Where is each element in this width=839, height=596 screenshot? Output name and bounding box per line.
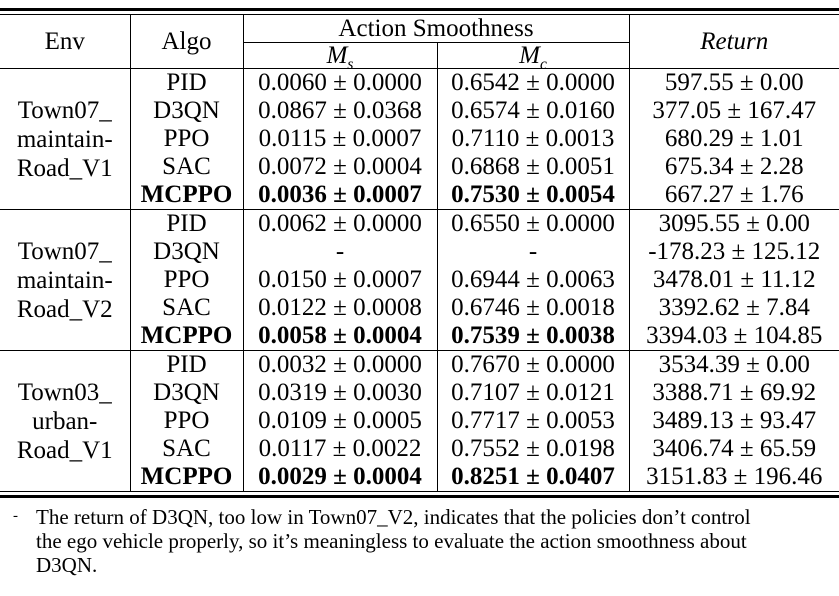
column-header-return: Return <box>629 14 839 69</box>
return-cell: 667.27 ± 1.76 <box>664 181 804 208</box>
return-cell: 377.05 ± 167.47 <box>652 97 817 124</box>
table-row: SAC 0.0072 ± 0.0004 0.6868 ± 0.0051 675.… <box>0 153 839 181</box>
table-row: D3QN 0.0319 ± 0.0030 0.7107 ± 0.0121 338… <box>0 379 839 407</box>
mc-cell: 0.7670 ± 0.0000 <box>437 350 630 379</box>
return-cell: 3406.74 ± 65.59 <box>652 435 817 462</box>
ms-cell: 0.0036 ± 0.0007 <box>243 181 438 210</box>
column-header-env: Env <box>0 14 131 69</box>
ms-cell: 0.0060 ± 0.0000 <box>243 68 438 97</box>
mc-cell: 0.7539 ± 0.0038 <box>437 322 630 351</box>
return-cell: -178.23 ± 125.12 <box>648 238 821 265</box>
column-header-mc: Mc <box>437 42 630 69</box>
return-cell: 3151.83 ± 196.46 <box>646 463 823 490</box>
ms-cell: - <box>243 238 438 266</box>
table-row: MCPPO 0.0029 ± 0.0004 0.8251 ± 0.0407 31… <box>0 463 839 492</box>
return-cell: 3394.03 ± 104.85 <box>646 322 823 349</box>
ms-cell: 0.0062 ± 0.0000 <box>243 209 438 238</box>
ms-cell: 0.0058 ± 0.0004 <box>243 322 438 351</box>
mc-cell: 0.6574 ± 0.0160 <box>437 97 630 125</box>
footnote-marker: - <box>13 508 18 524</box>
algo-cell: PPO <box>129 266 244 294</box>
algo-cell: PID <box>129 209 244 238</box>
mc-cell: 0.7717 ± 0.0053 <box>437 407 630 435</box>
footnote-line: D3QN. <box>36 553 98 577</box>
mc-cell: 0.8251 ± 0.0407 <box>437 463 630 492</box>
ms-cell: 0.0032 ± 0.0000 <box>243 350 438 379</box>
algo-cell: PID <box>129 350 244 379</box>
ms-cell: 0.0867 ± 0.0368 <box>243 97 438 125</box>
algo-cell: PID <box>129 68 244 97</box>
table-row: MCPPO 0.0058 ± 0.0004 0.7539 ± 0.0038 33… <box>0 322 839 351</box>
env-cell: Town07_ maintain- Road_V2 <box>0 209 131 351</box>
mc-cell: 0.6868 ± 0.0051 <box>437 153 630 181</box>
mc-cell: 0.7110 ± 0.0013 <box>437 125 630 153</box>
mc-cell: 0.6746 ± 0.0018 <box>437 294 630 322</box>
return-cell: 597.55 ± 0.00 <box>664 69 804 96</box>
return-cell: 680.29 ± 1.01 <box>664 125 804 152</box>
column-header-algo: Algo <box>129 14 244 69</box>
mc-cell: 0.6550 ± 0.0000 <box>437 209 630 238</box>
mc-cell: 0.7530 ± 0.0054 <box>437 181 630 210</box>
table-row: MCPPO 0.0036 ± 0.0007 0.7530 ± 0.0054 66… <box>0 181 839 210</box>
header-row-2: Ms Mc <box>0 42 839 69</box>
algo-cell: D3QN <box>129 238 244 266</box>
table-row: Town07_ maintain- Road_V1 PID 0.0060 ± 0… <box>0 68 839 210</box>
algo-cell: PPO <box>129 407 244 435</box>
results-table: Env Algo Action Smoothness Return Ms Mc … <box>0 14 839 492</box>
algo-cell: D3QN <box>129 97 244 125</box>
ms-cell: 0.0319 ± 0.0030 <box>243 379 438 407</box>
return-label: Return <box>700 28 769 55</box>
results-table-wrapper: Env Algo Action Smoothness Return Ms Mc … <box>0 8 839 498</box>
table-row: Town03_ urban- Road_V1 PID 0.0032 ± 0.00… <box>0 350 839 492</box>
ms-cell: 0.0117 ± 0.0022 <box>243 435 438 463</box>
ms-cell: 0.0122 ± 0.0008 <box>243 294 438 322</box>
footnote-line: The return of D3QN, too low in Town07_V2… <box>36 505 751 529</box>
env-cell: Town03_ urban- Road_V1 <box>0 350 131 492</box>
env-cell: Town07_ maintain- Road_V1 <box>0 68 131 210</box>
mc-cell: 0.7552 ± 0.0198 <box>437 435 630 463</box>
algo-cell: MCPPO <box>129 322 244 351</box>
table-row: PPO 0.0109 ± 0.0005 0.7717 ± 0.0053 3489… <box>0 407 839 435</box>
table-row: Town07_ maintain- Road_V2 PID 0.0062 ± 0… <box>0 209 839 351</box>
table-row: PPO 0.0150 ± 0.0007 0.6944 ± 0.0063 3478… <box>0 266 839 294</box>
return-cell: 675.34 ± 2.28 <box>664 153 804 180</box>
ms-cell: 0.0109 ± 0.0005 <box>243 407 438 435</box>
ms-cell: 0.0072 ± 0.0004 <box>243 153 438 181</box>
header-row-1: Env Algo Action Smoothness Return <box>0 14 839 69</box>
return-cell: 3388.71 ± 69.92 <box>652 379 817 406</box>
ms-cell: 0.0029 ± 0.0004 <box>243 463 438 492</box>
algo-cell: MCPPO <box>129 463 244 492</box>
return-cell: 3095.55 ± 0.00 <box>629 209 839 238</box>
footnote-line: the ego vehicle properly, so it’s meanin… <box>36 529 747 553</box>
return-cell: 3489.13 ± 93.47 <box>652 407 817 434</box>
mc-cell: 0.6944 ± 0.0063 <box>437 266 630 294</box>
table-row: D3QN - - -178.23 ± 125.12 <box>0 238 839 266</box>
mc-cell: 0.6542 ± 0.0000 <box>437 68 630 97</box>
table-row: D3QN 0.0867 ± 0.0368 0.6574 ± 0.0160 377… <box>0 97 839 125</box>
mc-cell: 0.7107 ± 0.0121 <box>437 379 630 407</box>
algo-cell: SAC <box>129 435 244 463</box>
algo-cell: SAC <box>129 294 244 322</box>
column-header-ms: Ms <box>243 42 438 69</box>
return-cell: 3478.01 ± 11.12 <box>652 266 816 293</box>
return-cell: 3392.62 ± 7.84 <box>658 294 810 321</box>
algo-cell: SAC <box>129 153 244 181</box>
ms-cell: 0.0150 ± 0.0007 <box>243 266 438 294</box>
table-row: SAC 0.0122 ± 0.0008 0.6746 ± 0.0018 3392… <box>0 294 839 322</box>
table-row: SAC 0.0117 ± 0.0022 0.7552 ± 0.0198 3406… <box>0 435 839 463</box>
return-cell: 3534.39 ± 0.00 <box>629 350 839 379</box>
ms-cell: 0.0115 ± 0.0007 <box>243 125 438 153</box>
table-footnote: - The return of D3QN, too low in Town07_… <box>0 505 839 577</box>
algo-cell: MCPPO <box>129 181 244 210</box>
table-row: PPO 0.0115 ± 0.0007 0.7110 ± 0.0013 680.… <box>0 125 839 153</box>
algo-cell: D3QN <box>129 379 244 407</box>
mc-cell: - <box>437 238 630 266</box>
algo-cell: PPO <box>129 125 244 153</box>
column-header-action-smoothness: Action Smoothness <box>243 14 630 43</box>
